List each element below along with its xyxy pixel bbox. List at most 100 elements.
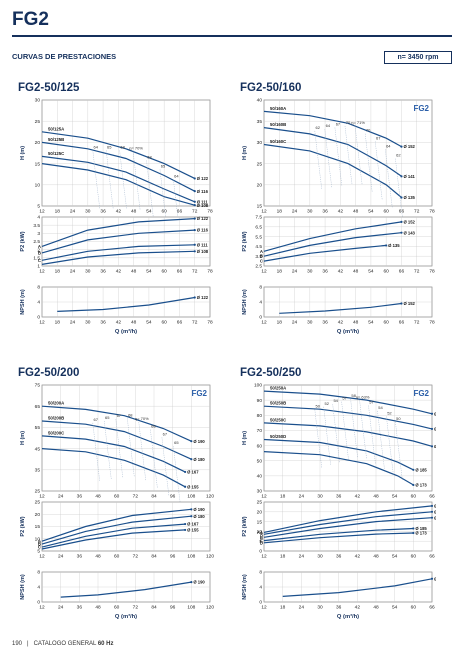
x-tick-label: 36 bbox=[322, 320, 328, 326]
chart-block-50-160: 12 18 24 30 36 42 48 54 60 66 72 78 15 20 25 30 35 40 H (m… bbox=[236, 97, 436, 352]
y-axis-label: P2 (kW) bbox=[20, 516, 26, 536]
series-end-point bbox=[400, 231, 403, 234]
x-tick-label: 30 bbox=[317, 605, 323, 611]
series-end-point bbox=[193, 243, 196, 246]
series-end-point bbox=[184, 528, 187, 532]
y-tick-label: 3 bbox=[37, 231, 40, 237]
efficiency-label: 68 bbox=[151, 424, 156, 429]
series-end-point bbox=[412, 468, 415, 471]
x-tick-label: 120 bbox=[206, 554, 214, 560]
y-tick-label: 0 bbox=[37, 600, 40, 606]
efficiency-contour bbox=[106, 150, 114, 209]
series-end-label: Ø 155 bbox=[187, 528, 199, 533]
series-name-label: 50/250A bbox=[270, 386, 286, 391]
y-tick-label: 10 bbox=[257, 529, 263, 535]
x-tick-label: 12 bbox=[39, 209, 45, 215]
x-tick-label: 12 bbox=[39, 554, 45, 560]
y-tick-label: 25 bbox=[257, 161, 263, 167]
x-tick-label: 24 bbox=[299, 554, 305, 560]
efficiency-contour bbox=[344, 125, 353, 185]
power-panel: 12 18 24 30 36 42 48 54 60 66 0 5 10 15 20 25 P2 (kW) Ø 2… bbox=[242, 500, 436, 560]
x-tick-label: 54 bbox=[392, 605, 398, 611]
x-tick-label: 78 bbox=[207, 269, 213, 275]
x-tick-label: 54 bbox=[392, 554, 398, 560]
y-axis-label: P2 (kW) bbox=[242, 516, 248, 536]
y-tick-label: 35 bbox=[35, 468, 41, 474]
series-end-point bbox=[193, 177, 196, 180]
x-tick-label: 42 bbox=[355, 605, 361, 611]
x-tick-label: 48 bbox=[95, 605, 101, 611]
x-tick-label: 36 bbox=[336, 494, 342, 500]
series-name-label: B bbox=[260, 535, 263, 540]
y-axis-label: NPSH (m) bbox=[242, 289, 248, 315]
efficiency-label: 70 bbox=[366, 128, 371, 133]
y-tick-label: 30 bbox=[35, 98, 41, 104]
y-axis-label: NPSH (m) bbox=[20, 574, 26, 600]
x-axis-label: Q (m³/h) bbox=[115, 328, 137, 335]
x-tick-label: 72 bbox=[192, 320, 198, 326]
x-tick-label: 48 bbox=[131, 320, 137, 326]
series-line bbox=[263, 422, 433, 447]
y-tick-label: 0 bbox=[259, 600, 262, 606]
model-title-4: FG2-50/250 bbox=[240, 367, 302, 379]
series-name-label: A bbox=[260, 249, 263, 254]
series-end-label: Ø 200 bbox=[434, 444, 436, 449]
series-end-point bbox=[193, 296, 196, 299]
efficiency-label: 54 bbox=[333, 398, 338, 403]
x-tick-label: 48 bbox=[131, 209, 137, 215]
x-tick-label: 60 bbox=[162, 209, 168, 215]
y-tick-label: 75 bbox=[35, 383, 41, 389]
x-tick-label: 66 bbox=[429, 554, 435, 560]
series-line bbox=[41, 131, 195, 179]
efficiency-label: 57 bbox=[369, 399, 374, 404]
y-tick-label: 40 bbox=[257, 98, 263, 104]
series-end-label: Ø 180 bbox=[193, 457, 205, 462]
x-tick-label: 78 bbox=[429, 209, 435, 215]
y-tick-label: 1 bbox=[37, 264, 40, 270]
efficiency-label: 68 bbox=[128, 412, 133, 417]
efficiency-contour bbox=[332, 404, 340, 463]
series-end-label: Ø 122 bbox=[197, 216, 209, 221]
series-line bbox=[263, 451, 414, 486]
header-divider bbox=[12, 35, 452, 37]
catalog-name: CATALOGO GENERAL bbox=[33, 641, 97, 647]
y-axis-label: H (m) bbox=[242, 431, 248, 445]
efficiency-contour bbox=[324, 129, 332, 188]
series-end-point bbox=[430, 427, 434, 431]
series-name-label: 50/250B bbox=[270, 401, 286, 406]
efficiency-label: 67 bbox=[163, 431, 168, 436]
x-tick-label: 54 bbox=[146, 320, 152, 326]
power-panel: 12 18 24 30 36 42 48 54 60 66 72 78 2.5 3.5 4.5 5.5 6.5 7… bbox=[242, 215, 435, 275]
series-line bbox=[41, 141, 195, 192]
power-panel: 12 18 24 30 36 42 48 54 60 66 72 78 1 1.5 2 2.5 3 3.5 4 P2 … bbox=[20, 215, 213, 275]
efficiency-label: 64 bbox=[326, 123, 331, 128]
x-tick-label: 18 bbox=[277, 209, 283, 215]
y-tick-label: 30 bbox=[257, 489, 263, 495]
series-line bbox=[263, 232, 402, 257]
x-tick-label: 48 bbox=[131, 269, 137, 275]
x-tick-label: 54 bbox=[368, 209, 374, 215]
chart-block-50-250: 12 18 24 30 36 42 48 54 60 66 30 40 50 60 70 80 90 100 H (… bbox=[236, 382, 436, 637]
y-tick-label: 5 bbox=[37, 549, 40, 555]
x-tick-label: 66 bbox=[429, 494, 435, 500]
x-tick-label: 18 bbox=[55, 209, 61, 215]
x-tick-label: 48 bbox=[95, 494, 101, 500]
x-tick-label: 72 bbox=[192, 269, 198, 275]
y-tick-label: 25 bbox=[257, 500, 263, 506]
x-tick-label: 12 bbox=[261, 209, 267, 215]
y-tick-label: 55 bbox=[35, 425, 41, 431]
efficiency-contour bbox=[161, 437, 170, 496]
efficiency-label: 54 bbox=[378, 405, 383, 410]
series-end-label: Ø 155 bbox=[187, 484, 199, 489]
x-tick-label: 30 bbox=[307, 320, 313, 326]
series-end-label: Ø 221 bbox=[434, 411, 436, 416]
x-tick-label: 54 bbox=[368, 320, 374, 326]
x-tick-label: 66 bbox=[177, 320, 183, 326]
x-tick-label: 24 bbox=[70, 269, 76, 275]
series-name-label: 50/160B bbox=[270, 122, 286, 127]
series-end-point bbox=[190, 581, 193, 584]
x-tick-label: 18 bbox=[280, 554, 286, 560]
efficiency-contour bbox=[127, 418, 135, 477]
